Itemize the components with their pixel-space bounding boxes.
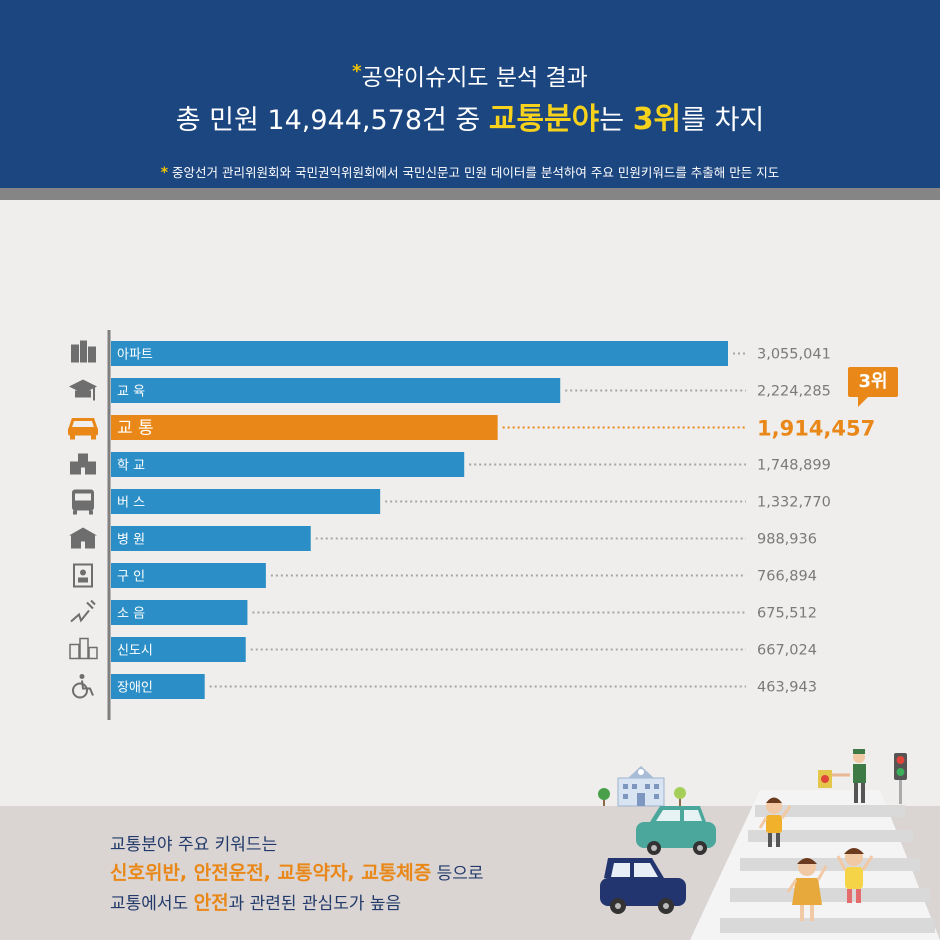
bar-value-label: 988,936 — [757, 532, 817, 548]
footer-text: 과 관련된 관심도가 높음 — [228, 894, 402, 914]
asterisk-icon: * — [160, 165, 169, 181]
bar-category-label: 아파트 — [117, 348, 153, 363]
footer-text: 교통에서도 — [110, 894, 194, 914]
tree-icon — [598, 788, 610, 806]
bus-icon — [72, 489, 94, 515]
traffic-light-icon — [894, 753, 907, 804]
tree-icon — [674, 787, 686, 806]
footer-line-2: 신호위반, 안전운전, 교통약자, 교통체증 등으로 — [110, 858, 484, 885]
child-figure — [786, 858, 828, 921]
bar — [111, 600, 248, 625]
school-building — [617, 766, 665, 807]
bar-value-label: 667,024 — [757, 643, 817, 659]
bar — [111, 489, 381, 514]
title-text: 공약이슈지도 분석 결과 — [361, 65, 588, 91]
source-note: * 중앙선거 관리위원회와 국민권익위원회에서 국민신문고 민원 데이터를 분석하… — [0, 162, 940, 181]
title-highlight-rank: 3위 — [632, 102, 682, 137]
header-banner: *공약이슈지도 분석 결과 총 민원 14,944,578건 중 교통분야는 3… — [0, 0, 940, 188]
car-icon — [636, 806, 716, 855]
title-line-2: 총 민원 14,944,578건 중 교통분야는 3위를 차지 — [0, 94, 940, 138]
title-part: 를 차지 — [681, 105, 765, 136]
bar-category-label: 학 교 — [117, 459, 145, 474]
title-part: 총 민원 14,944,578건 중 — [175, 105, 489, 136]
bar-value-label: 463,943 — [757, 680, 817, 696]
city-icon — [69, 637, 98, 660]
bar — [111, 637, 246, 662]
title-line-1: *공약이슈지도 분석 결과 — [0, 58, 940, 92]
source-note-text: 중앙선거 관리위원회와 국민권익위원회에서 국민신문고 민원 데이터를 분석하여… — [172, 165, 780, 180]
footer-line-3: 교통에서도 안전과 관련된 관심도가 높음 — [110, 888, 401, 915]
bar-value-label: 2,224,285 — [757, 384, 831, 400]
bar — [111, 526, 311, 551]
bar — [111, 563, 266, 588]
noise-icon — [70, 599, 96, 623]
bar — [111, 674, 205, 699]
bar-category-label: 버 스 — [117, 496, 145, 511]
footer-line-1: 교통분야 주요 키워드는 — [110, 835, 278, 855]
bar-category-label: 교 통 — [117, 419, 154, 439]
title-part: 는 — [599, 105, 633, 136]
footer-text: 등으로 — [431, 864, 484, 884]
wheelchair-icon — [72, 674, 94, 699]
bar — [111, 378, 561, 403]
title-highlight-traffic: 교통분야 — [488, 102, 600, 137]
rank-badge: 3위 — [848, 367, 898, 407]
bar-category-label: 구 인 — [117, 570, 145, 585]
bar-category-label: 소 음 — [117, 607, 145, 622]
bar-category-label: 신도시 — [117, 644, 153, 659]
graduation-cap-icon — [69, 379, 97, 401]
crossing-guard — [818, 749, 866, 803]
bar-value-label: 1,332,770 — [757, 495, 831, 511]
car-icon — [600, 858, 686, 914]
bar-category-label: 장애인 — [117, 681, 153, 696]
bar-value-label: 766,894 — [757, 569, 817, 585]
bar — [111, 415, 498, 440]
car-icon — [67, 418, 99, 440]
bar — [111, 341, 728, 366]
child-figure — [836, 848, 874, 903]
footer-keywords: 신호위반, 안전운전, 교통약자, 교통체증 — [110, 862, 432, 884]
school-icon — [70, 453, 96, 475]
child-figure — [758, 797, 792, 847]
bar-value-label: 1,748,899 — [757, 458, 831, 474]
asterisk-icon: * — [352, 61, 362, 82]
bar-category-label: 교 육 — [117, 385, 145, 400]
building-icon — [71, 340, 96, 363]
bar-value-label: 675,512 — [757, 606, 817, 622]
hospital-icon — [69, 527, 97, 549]
bar-category-label: 병 원 — [117, 533, 145, 548]
bar — [111, 452, 465, 477]
footer-keyword-safety: 안전 — [193, 892, 229, 914]
bar-value-label: 1,914,457 — [757, 417, 875, 441]
id-card-icon — [73, 563, 93, 588]
header-divider — [0, 188, 940, 200]
bar-value-label: 3,055,041 — [757, 347, 831, 363]
